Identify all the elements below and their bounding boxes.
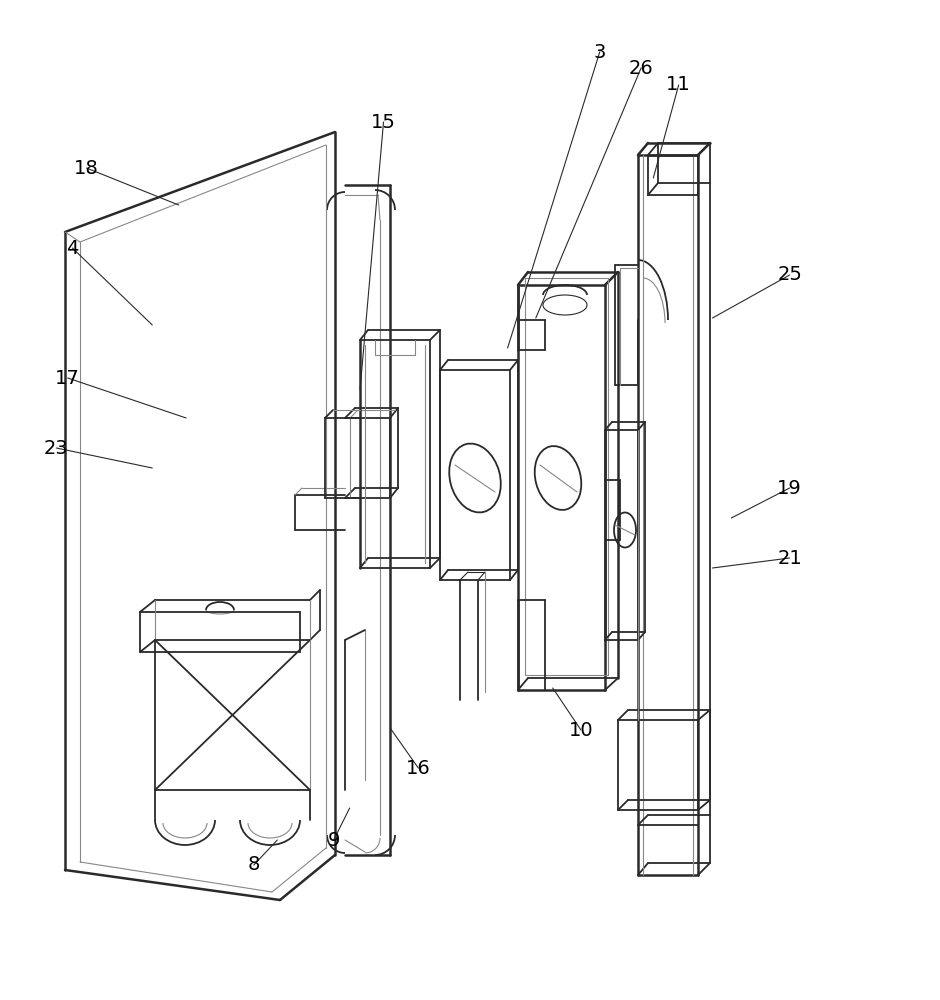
Text: 21: 21 (777, 548, 802, 568)
Text: 10: 10 (569, 720, 593, 740)
Text: 18: 18 (74, 158, 99, 178)
Text: 9: 9 (327, 830, 340, 849)
Text: 25: 25 (777, 265, 802, 284)
Text: 11: 11 (666, 76, 691, 95)
Text: 3: 3 (593, 42, 606, 62)
Text: 8: 8 (247, 856, 260, 874)
Text: 15: 15 (371, 112, 396, 131)
Text: 16: 16 (406, 759, 431, 778)
Text: 23: 23 (44, 438, 69, 458)
Text: 17: 17 (55, 368, 80, 387)
Text: 19: 19 (777, 479, 802, 497)
Text: 4: 4 (66, 238, 79, 257)
Text: 26: 26 (629, 59, 653, 78)
